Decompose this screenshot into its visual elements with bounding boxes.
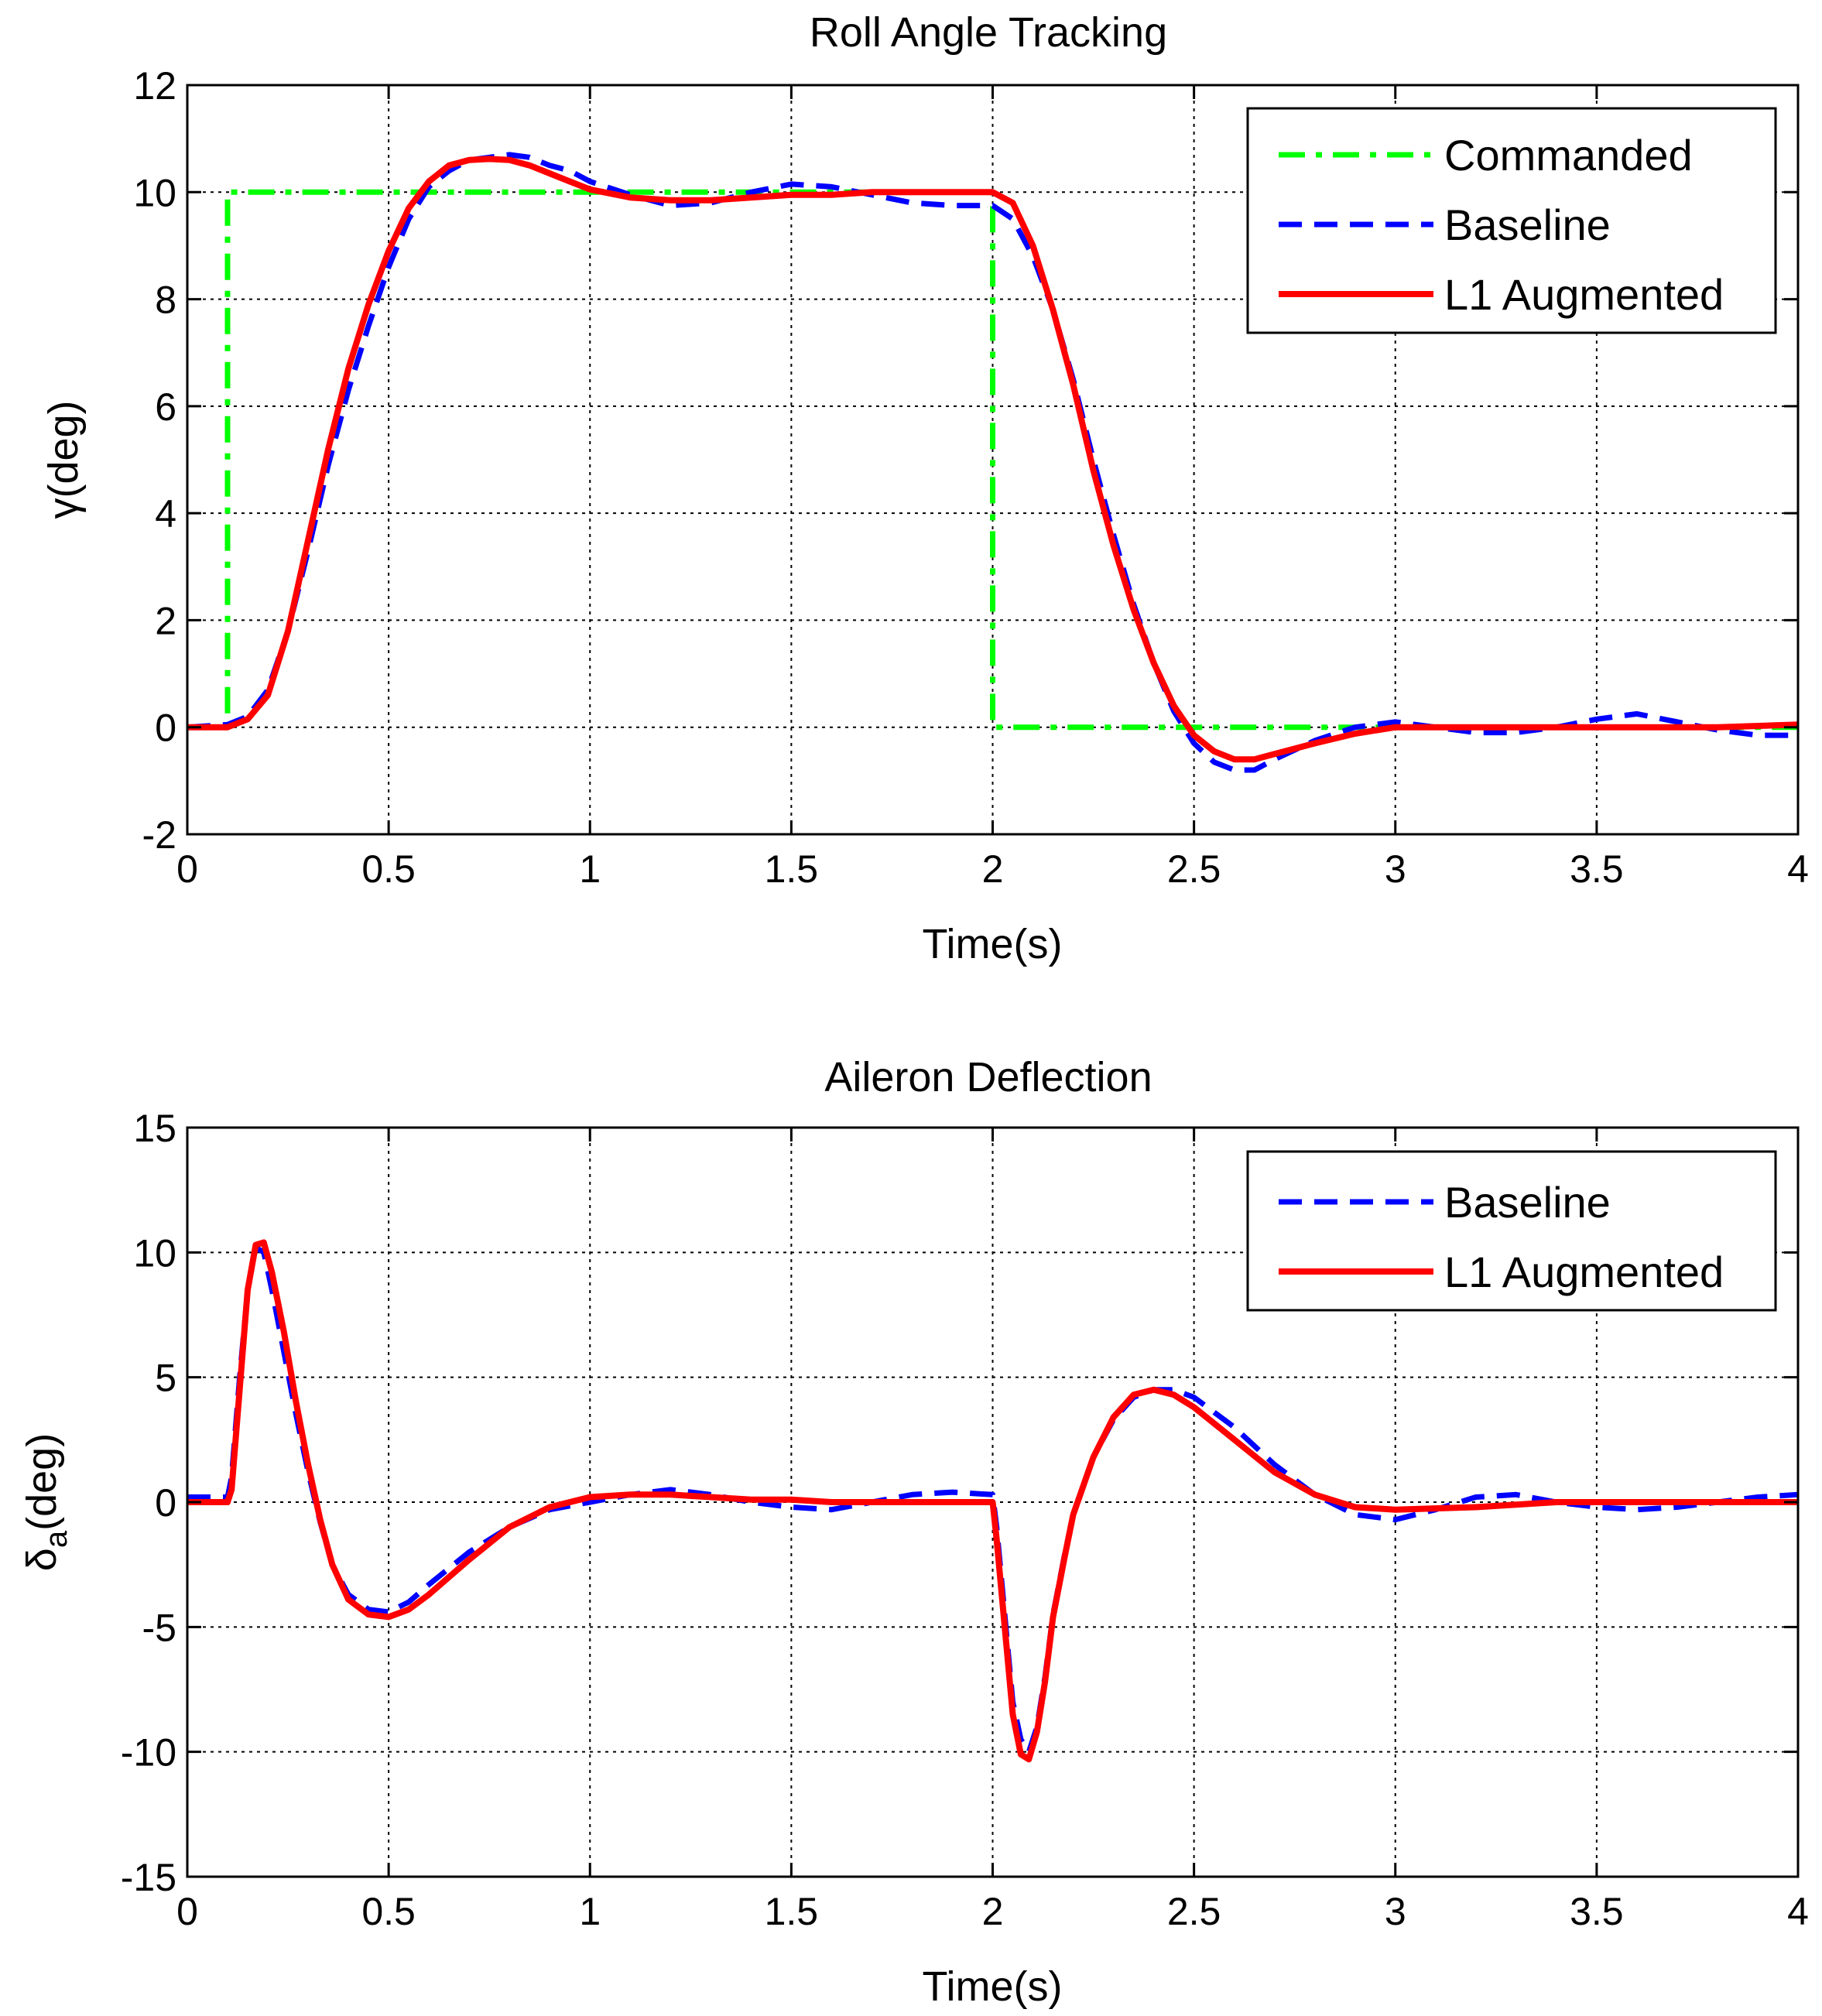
x-tick-label: 3	[1385, 847, 1406, 891]
x-tick-label: 3.5	[1570, 847, 1624, 891]
series-line-commanded	[187, 189, 1798, 731]
chart-title: Aileron Deflection	[824, 1054, 1152, 1100]
x-tick-label: 2	[982, 847, 1004, 891]
x-tick-label: 0	[176, 847, 198, 891]
series-line-l1-augmented	[187, 1239, 1798, 1763]
series-group	[187, 152, 1799, 773]
legend-label-commanded: Commanded	[1444, 131, 1693, 180]
x-axis-label: Time(s)	[923, 921, 1063, 967]
y-axis-label-subscript: a	[39, 1530, 74, 1548]
y-tick-label: 4	[155, 492, 176, 536]
x-tick-label: 4	[1787, 847, 1809, 891]
x-tick-label: 0.5	[361, 1890, 416, 1933]
y-tick-label: 10	[133, 1231, 176, 1275]
legend-box	[1246, 1150, 1777, 1312]
y-tick-label: 15	[133, 1107, 176, 1150]
x-tick-label: 4	[1787, 1890, 1809, 1933]
y-axis-label: γ(deg)	[40, 400, 87, 519]
x-tick-label: 2.5	[1167, 847, 1221, 891]
x-tick-label: 2	[982, 1890, 1004, 1933]
x-tick-label: 1.5	[765, 1890, 819, 1933]
y-tick-label: -15	[121, 1856, 176, 1899]
y-tick-label: 10	[133, 171, 176, 214]
x-tick-label: 1	[579, 847, 601, 891]
legend-label-l1: L1 Augmented	[1444, 270, 1724, 319]
chart-roll-angle: Roll Angle Tracking 0 0.5 1 1.5 2 2.5 3 3.5 4-20…	[40, 9, 1809, 967]
series-group	[187, 1239, 1799, 1763]
legend-label-baseline: Baseline	[1444, 1178, 1611, 1227]
chart-aileron-deflection: Aileron Deflection 0 0.5 1 1.5 2 2.5 3 3.5 4 -15 -…	[19, 1054, 1809, 2010]
y-tick-label: 12	[133, 64, 176, 108]
y-tick-label: -10	[121, 1731, 176, 1775]
legend[interactable]: Baseline L1 Augmented	[1246, 1150, 1777, 1312]
y-tick-label: 8	[155, 279, 176, 322]
y-axis-label: δa(deg)	[19, 1433, 74, 1571]
tick-group: 0 0.5 1 1.5 2 2.5 3 3.5 4 -15 -10 -5 0 5 10 15	[121, 1107, 1809, 1933]
legend[interactable]: Commanded Baseline L1 Augmented	[1246, 107, 1777, 334]
x-tick-label: 0	[176, 1890, 198, 1933]
y-axis-label-units: (deg)	[19, 1433, 65, 1531]
legend-label-baseline: Baseline	[1444, 200, 1611, 249]
y-axis-label-main: δ	[19, 1548, 65, 1571]
y-tick-label: 0	[155, 1481, 176, 1525]
y-tick-label: -2	[142, 813, 176, 857]
y-tick-label: 2	[155, 599, 176, 642]
x-tick-label: 2.5	[1167, 1890, 1221, 1933]
series-line-l1-augmented	[187, 156, 1799, 763]
x-tick-label: 1.5	[765, 847, 819, 891]
legend-label-l1: L1 Augmented	[1444, 1248, 1724, 1296]
x-tick-label: 0.5	[361, 847, 416, 891]
y-tick-label: 0	[155, 707, 176, 750]
x-tick-label: 1	[579, 1890, 601, 1933]
y-tick-label: 6	[155, 385, 176, 429]
x-tick-label: 3.5	[1570, 1890, 1624, 1933]
x-tick-label: 3	[1385, 1890, 1406, 1933]
y-tick-label: -5	[142, 1606, 176, 1649]
x-axis-label: Time(s)	[923, 1963, 1063, 2010]
y-tick-label: 5	[155, 1357, 176, 1400]
chart-title: Roll Angle Tracking	[810, 9, 1167, 56]
